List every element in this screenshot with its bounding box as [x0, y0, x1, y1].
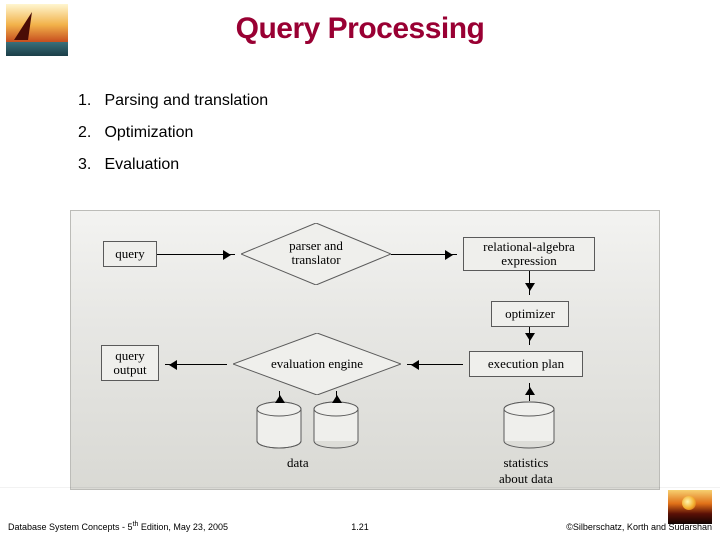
cylinder-data-icon — [313, 401, 359, 453]
arrow-optimizer-execplan — [529, 327, 530, 345]
caption-data: data — [287, 455, 309, 471]
footer-right: ©Silberschatz, Korth and Sudarshan — [566, 522, 712, 532]
node-label: expression — [501, 254, 557, 268]
steps-list: 1. Parsing and translation 2. Optimizati… — [78, 92, 268, 188]
node-evaluation-engine: evaluation engine — [233, 333, 401, 395]
cylinder-data-icon — [256, 401, 302, 453]
logo-bottom-icon — [668, 490, 712, 524]
list-text: Evaluation — [104, 156, 179, 173]
list-text: Parsing and translation — [104, 92, 268, 109]
arrow-parser-relalg — [391, 254, 457, 255]
arrow-evalengine-qoutput — [165, 364, 227, 365]
diamond-label: parser and — [241, 239, 391, 253]
node-relational-algebra: relational-algebra expression — [463, 237, 595, 271]
node-label: query — [115, 349, 145, 363]
arrow-stats-optimizer-a — [529, 383, 530, 401]
arrow-data1-evalengine — [279, 391, 280, 403]
arrow-query-parser — [157, 254, 235, 255]
list-number: 1. — [78, 92, 100, 110]
node-execution-plan: execution plan — [469, 351, 583, 377]
separator-line — [0, 487, 720, 488]
node-parser-translator: parser and translator — [241, 223, 391, 285]
list-text: Optimization — [104, 124, 193, 141]
list-item: 1. Parsing and translation — [78, 92, 268, 110]
node-query: query — [103, 241, 157, 267]
node-label: relational-algebra — [483, 240, 575, 254]
flowchart-panel: query parser and translator relational-a… — [70, 210, 660, 490]
caption-stats: statistics about data — [499, 455, 553, 487]
node-label: output — [113, 363, 146, 377]
arrow-data2-evalengine — [336, 391, 337, 403]
list-number: 3. — [78, 156, 100, 174]
arrow-execplan-evalengine — [407, 364, 463, 365]
caption-line: about data — [499, 471, 553, 487]
list-item: 3. Evaluation — [78, 156, 268, 174]
slide: Query Processing 1. Parsing and translat… — [0, 0, 720, 540]
diamond-label: translator — [241, 253, 391, 267]
list-number: 2. — [78, 124, 100, 142]
node-query-output: query output — [101, 345, 159, 381]
slide-title: Query Processing — [0, 12, 720, 46]
node-optimizer: optimizer — [491, 301, 569, 327]
diamond-label: evaluation engine — [233, 357, 401, 371]
arrow-relalg-optimizer — [529, 271, 530, 295]
list-item: 2. Optimization — [78, 124, 268, 142]
cylinder-stats-icon — [503, 401, 555, 453]
caption-line: statistics — [499, 455, 553, 471]
